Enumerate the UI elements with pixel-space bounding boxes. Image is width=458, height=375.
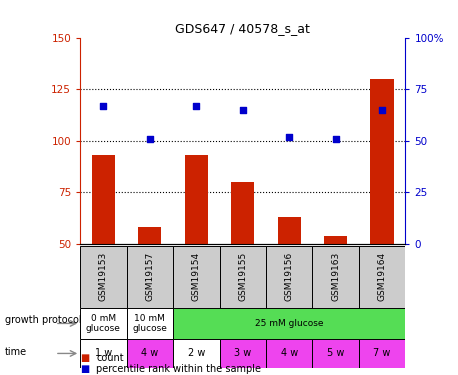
Bar [278,217,301,347]
Bar [126,339,173,368]
Bar [138,227,161,347]
Text: GSM19157: GSM19157 [145,252,154,301]
Bar [185,155,208,347]
Text: GSM19164: GSM19164 [377,252,387,301]
Point [100,102,107,109]
Point [193,102,200,109]
Text: 4 w: 4 w [281,348,298,358]
Text: GSM19154: GSM19154 [192,252,201,301]
Bar [219,339,266,368]
Text: 25 mM glucose: 25 mM glucose [255,319,323,328]
Bar [92,155,115,347]
Text: 1 w: 1 w [95,348,112,358]
Point [332,136,339,142]
Text: 10 mM
glucose: 10 mM glucose [132,314,167,333]
Bar [80,246,126,308]
Bar [173,246,219,308]
Text: ■: ■ [80,364,89,374]
Bar [126,308,173,339]
Bar [266,246,312,308]
Bar [126,246,173,308]
Text: 4 w: 4 w [141,348,158,358]
Text: GSM19155: GSM19155 [238,252,247,301]
Text: percentile rank within the sample: percentile rank within the sample [96,364,261,374]
Text: time: time [5,346,27,357]
Text: ■: ■ [80,353,89,363]
Point [239,106,246,112]
Text: count: count [96,353,124,363]
Bar [359,246,405,308]
Bar [173,308,405,339]
Text: 7 w: 7 w [373,348,391,358]
Point [378,106,386,112]
Bar [80,339,126,368]
Text: 5 w: 5 w [327,348,344,358]
Text: 0 mM
glucose: 0 mM glucose [86,314,121,333]
Bar [173,339,219,368]
Bar [371,79,394,347]
Text: GSM19153: GSM19153 [99,252,108,301]
Bar [266,339,312,368]
Bar [359,339,405,368]
Text: 2 w: 2 w [188,348,205,358]
Bar [231,182,254,347]
Point [146,136,153,142]
Bar [312,246,359,308]
Point [285,134,293,140]
Bar [324,236,347,347]
Bar [80,308,126,339]
Bar [312,339,359,368]
Text: GSM19156: GSM19156 [285,252,294,301]
Title: GDS647 / 40578_s_at: GDS647 / 40578_s_at [175,22,310,35]
Bar [219,246,266,308]
Text: 3 w: 3 w [234,348,251,358]
Text: GSM19163: GSM19163 [331,252,340,301]
Text: growth protocol: growth protocol [5,315,81,325]
